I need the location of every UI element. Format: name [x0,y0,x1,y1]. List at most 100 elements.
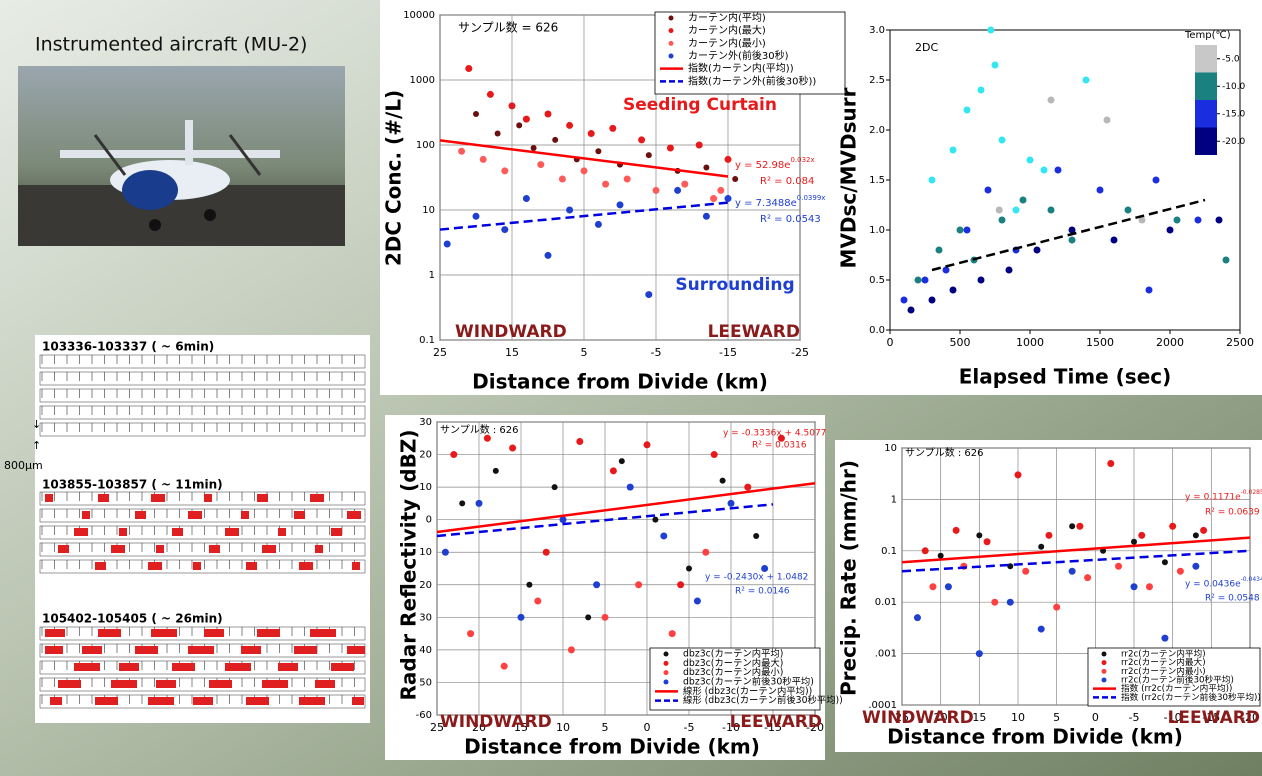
x-tick-label: -15 [1202,711,1220,724]
point [674,186,682,194]
point [1145,583,1153,591]
particle [53,629,65,637]
point [509,444,517,452]
point [501,226,509,234]
annotation: LEEWARD [1168,708,1260,728]
legend-swatch [668,53,674,59]
point [542,548,550,556]
point [1103,116,1111,124]
point [522,115,530,123]
y-axis-title: Precip. Rate (mm/hr) [837,460,861,696]
annotation: Surrounding [675,275,794,295]
y-tick-label: 0.1 [881,546,897,557]
particle [172,528,183,536]
point [914,276,922,284]
annotation: R² = 0.0316 [752,441,807,451]
particle [98,629,113,637]
point [566,206,574,214]
point [626,483,634,491]
colorbar-segment [1195,127,1217,155]
particle [204,629,216,637]
point [928,176,936,184]
strip [39,388,366,403]
point [558,175,566,183]
particle [143,646,158,654]
particle [209,545,220,553]
legend [649,647,821,711]
legend-swatch [1101,660,1107,666]
particle [172,663,187,671]
point [975,650,983,658]
annotation-exponent: 0.032x [790,156,814,164]
particle [278,528,286,536]
y-axis-title: MVDsc/MVDsurr [837,87,861,268]
point [516,122,523,129]
scale-label: 800μm [4,459,43,472]
point [681,180,689,188]
point [719,477,726,484]
plot-area [889,29,1241,331]
particle [265,629,280,637]
point [500,662,508,670]
x-tick-label: 15 [505,346,519,359]
legend-label: 線形 (dbz3c(カーテン内平均)) [683,685,812,697]
y-tick-label: 1000 [410,75,435,86]
x-tick-label: -20 [806,721,824,734]
particle [119,528,127,536]
point [1022,567,1030,575]
point [1115,562,1123,570]
point [1037,625,1045,633]
point [727,499,735,507]
x-tick-label: 0 [1092,711,1099,724]
particle [74,528,88,536]
legend-label: カーテン内(平均) [688,11,766,24]
annotation-exponent: 0.0399x [797,194,826,202]
legend-label: カーテン外(前後30秒) [688,49,789,62]
point [544,251,552,259]
particle [246,697,261,705]
point [517,613,525,621]
legend-label: dbz3c(カーテン内平均) [683,648,783,660]
particle [241,511,249,519]
particle [249,646,261,654]
point [949,286,957,294]
point [1192,532,1199,539]
point [472,212,480,220]
legend-swatch [668,28,674,34]
x-tick-label: 20 [472,721,486,734]
point [963,106,971,114]
particle [106,629,121,637]
aircraft-photo [18,66,345,246]
x-tick-label: -15 [764,721,782,734]
y-tick-label: .001 [875,649,897,660]
point [935,246,943,254]
particle [318,629,336,637]
x-tick-label: -10 [1164,711,1182,724]
point [710,451,718,459]
strip [39,371,366,386]
strip [39,508,366,523]
particle [262,545,276,553]
point [956,226,964,234]
particle [302,646,317,654]
legend-label: 指数(カーテン内(平均)) [688,62,794,75]
y-tick-label: 30 [419,417,432,428]
particle [156,545,164,553]
x-tick-label: 0 [644,721,651,734]
point [703,164,710,171]
y-tick-label: 1.5 [869,175,885,186]
point [976,532,983,539]
point [602,180,610,188]
point [635,581,643,589]
point [991,598,999,606]
point [1005,266,1013,274]
point [483,434,491,442]
y-tick-label: -60 [416,710,432,721]
point [987,26,995,34]
point [559,516,567,524]
point [530,144,537,151]
point [1006,598,1014,606]
legend-label: dbz3c(カーテン内最小) [683,666,783,678]
point [465,65,473,73]
legend-label: カーテン内(最小) [688,36,766,49]
